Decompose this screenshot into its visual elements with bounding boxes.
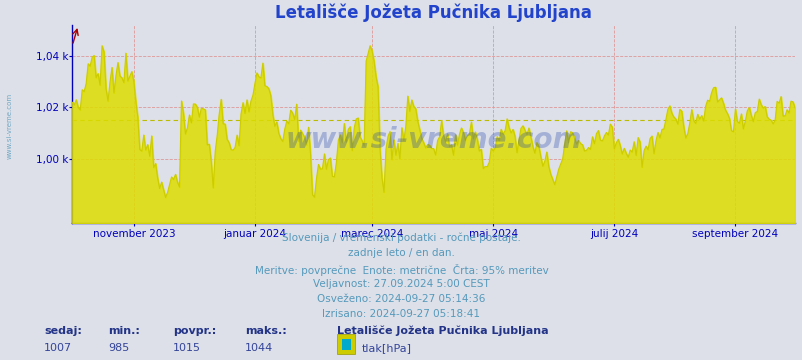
- Text: povpr.:: povpr.:: [172, 326, 216, 336]
- Text: 1007: 1007: [44, 343, 72, 353]
- Text: sedaj:: sedaj:: [44, 326, 82, 336]
- Text: www.si-vreme.com: www.si-vreme.com: [285, 126, 581, 154]
- Title: Letališče Jožeta Pučnika Ljubljana: Letališče Jožeta Pučnika Ljubljana: [275, 4, 591, 22]
- Text: Letališče Jožeta Pučnika Ljubljana: Letališče Jožeta Pučnika Ljubljana: [337, 326, 549, 336]
- Text: maks.:: maks.:: [245, 326, 286, 336]
- Text: Veljavnost: 27.09.2024 5:00 CEST: Veljavnost: 27.09.2024 5:00 CEST: [313, 279, 489, 289]
- Text: 1015: 1015: [172, 343, 200, 353]
- Text: 1044: 1044: [245, 343, 273, 353]
- Text: min.:: min.:: [108, 326, 140, 336]
- Text: www.si-vreme.com: www.si-vreme.com: [6, 93, 13, 159]
- Text: Slovenija / vremenski podatki - ročne postaje.: Slovenija / vremenski podatki - ročne po…: [282, 232, 520, 243]
- Text: Izrisano: 2024-09-27 05:18:41: Izrisano: 2024-09-27 05:18:41: [322, 309, 480, 319]
- Text: 985: 985: [108, 343, 129, 353]
- Text: Osveženo: 2024-09-27 05:14:36: Osveženo: 2024-09-27 05:14:36: [317, 294, 485, 304]
- Text: tlak[hPa]: tlak[hPa]: [361, 343, 411, 353]
- Text: zadnje leto / en dan.: zadnje leto / en dan.: [347, 248, 455, 258]
- Text: Meritve: povprečne  Enote: metrične  Črta: 95% meritev: Meritve: povprečne Enote: metrične Črta:…: [254, 264, 548, 275]
